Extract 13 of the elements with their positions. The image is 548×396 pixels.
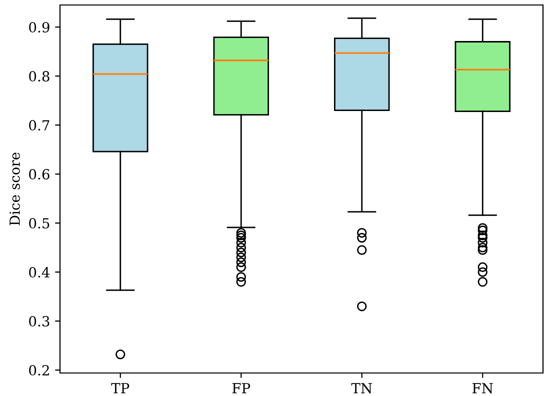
- y-axis-title: Dice score: [10, 152, 20, 226]
- y-tick-label: 0.8: [29, 71, 50, 82]
- y-tick-label: 0.5: [29, 218, 50, 229]
- y-tick-label: 0.6: [29, 169, 50, 180]
- y-tick-label: 0.2: [29, 365, 49, 376]
- x-tick-label: FP: [232, 383, 250, 394]
- y-tick-label: 0.3: [29, 316, 50, 327]
- x-tick-label: FN: [472, 383, 493, 394]
- y-tick-label: 0.4: [29, 267, 50, 278]
- y-tick-label: 0.9: [29, 22, 50, 33]
- y-tick-label: 0.7: [29, 120, 50, 131]
- x-tick-label: TN: [351, 383, 372, 394]
- x-tick-label: TP: [111, 383, 130, 394]
